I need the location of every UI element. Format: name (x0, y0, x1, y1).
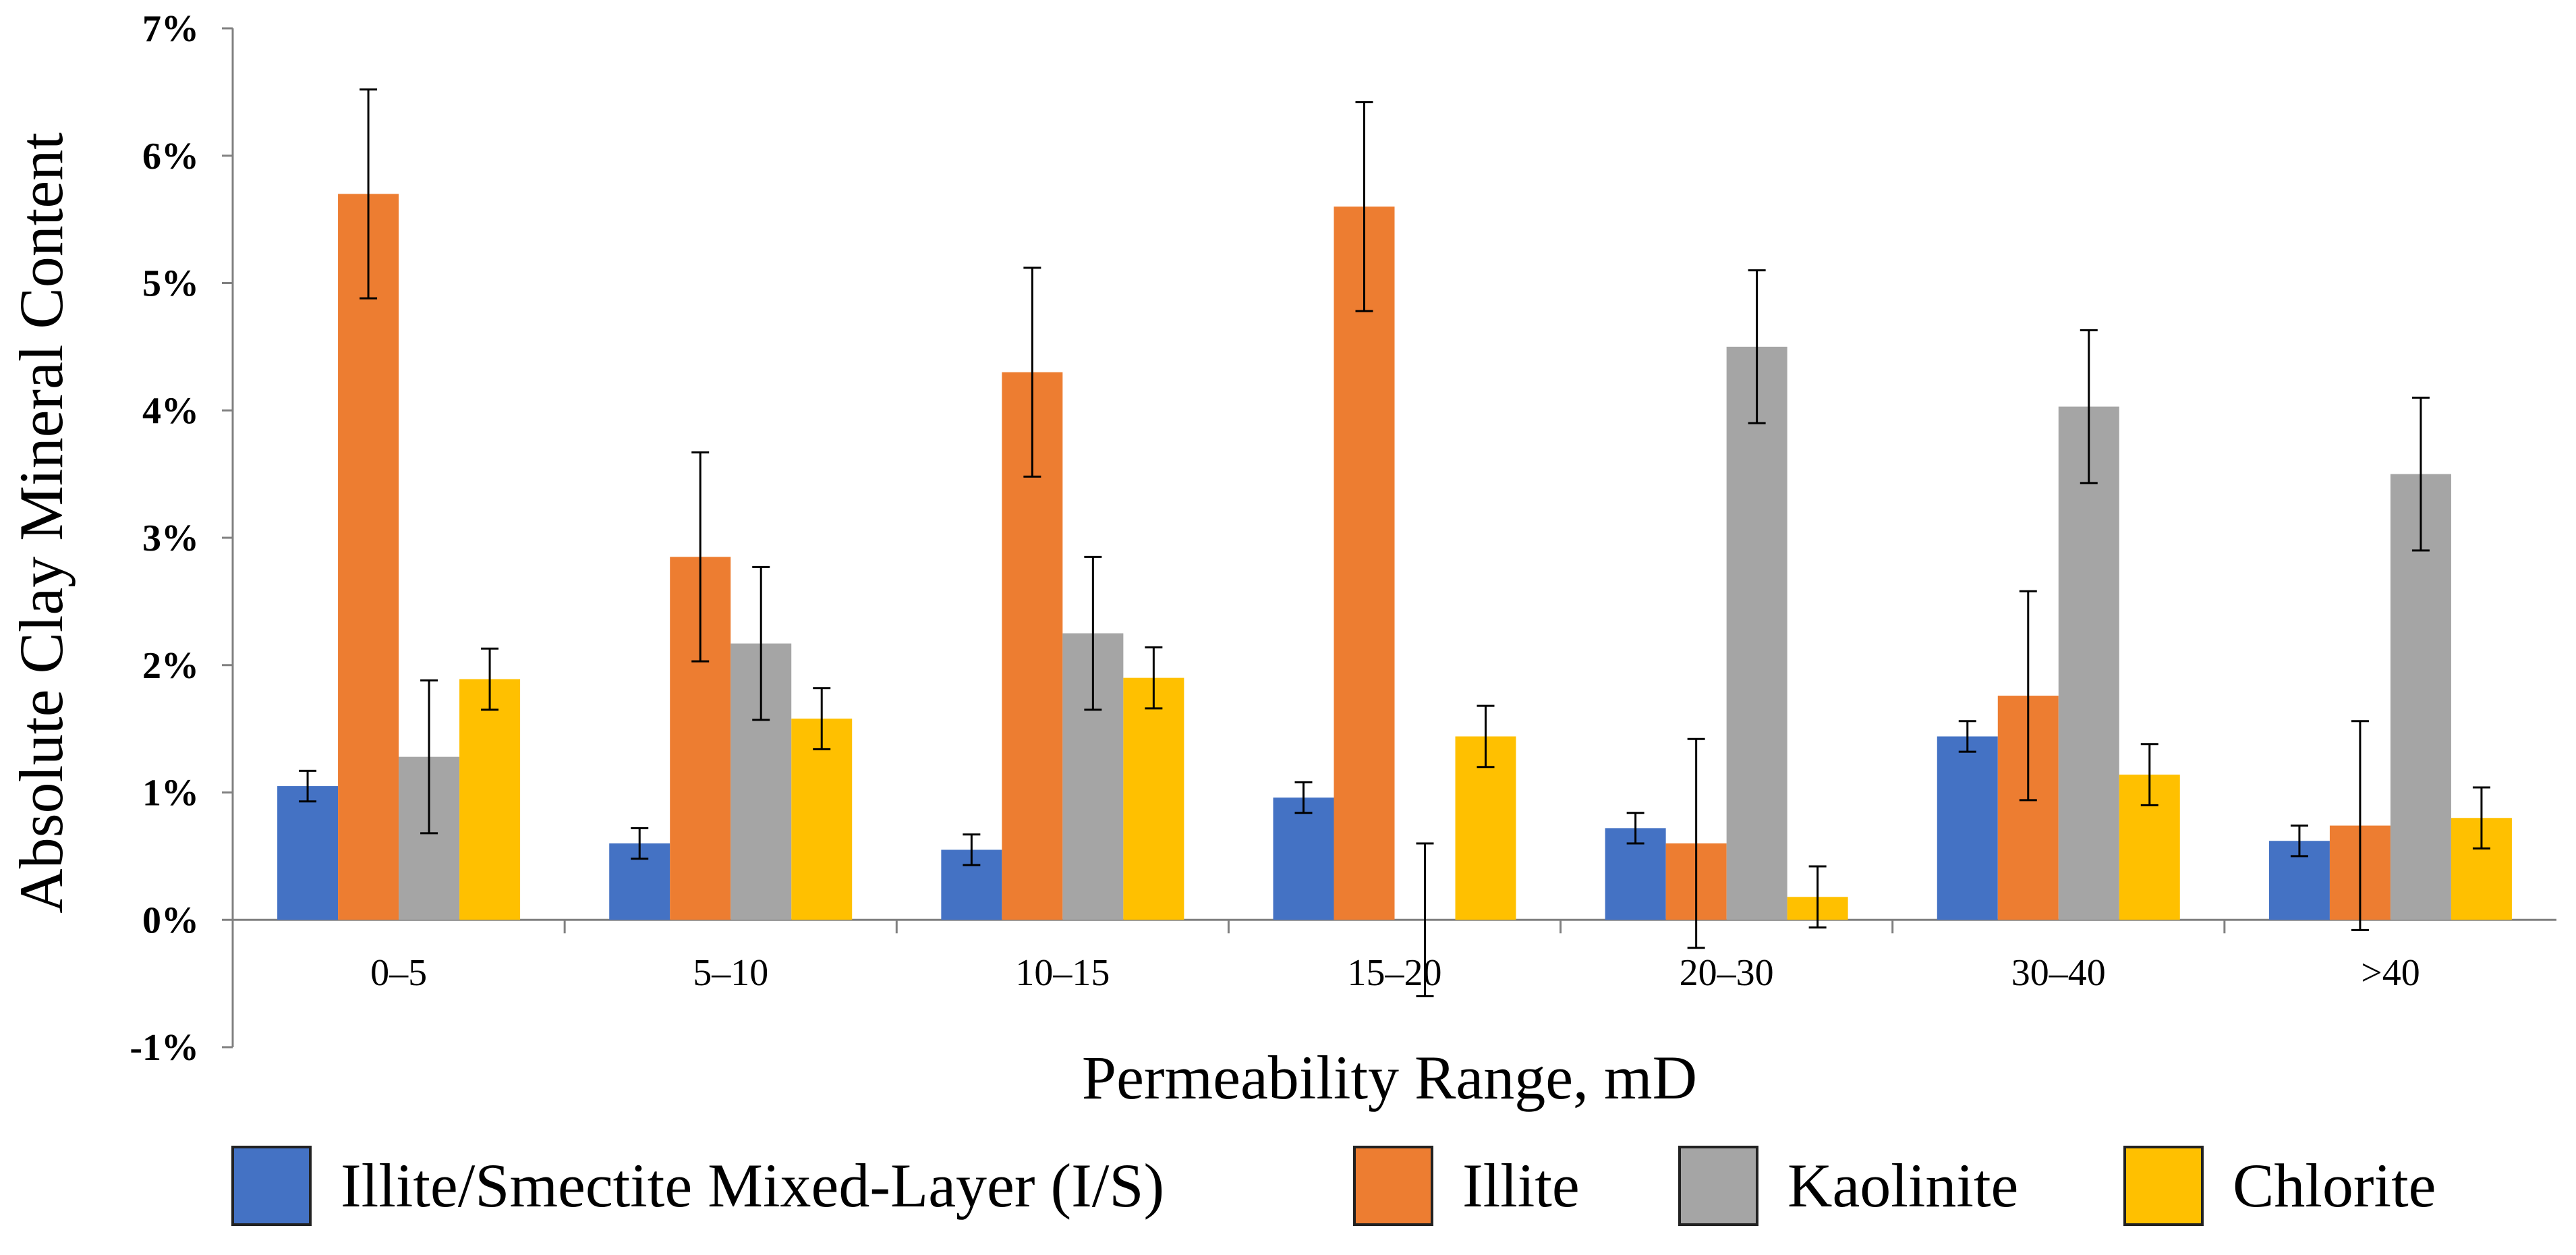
legend-label: Illite (1462, 1151, 1580, 1220)
bar (1334, 206, 1395, 920)
x-tick-label: 15–20 (1348, 952, 1442, 994)
bar (459, 679, 521, 920)
bar (1123, 677, 1184, 920)
legend-label: Illite/Smectite Mixed-Layer (I/S) (341, 1151, 1164, 1220)
legend-label: Chlorite (2233, 1151, 2436, 1220)
legend-label: Kaolinite (1787, 1151, 2018, 1220)
y-tick-label: 1% (142, 773, 199, 814)
y-tick-label: 5% (142, 263, 199, 305)
bar (277, 786, 339, 920)
x-tick-label: >40 (2361, 952, 2420, 994)
x-tick-label: 5–10 (693, 952, 768, 994)
y-tick-label: 3% (142, 518, 199, 559)
legend-swatch (1353, 1146, 1433, 1226)
legend-swatch (2123, 1146, 2204, 1226)
legend-swatch (1678, 1146, 1758, 1226)
bar (1726, 346, 1787, 920)
legend-swatch (231, 1146, 312, 1226)
y-tick-label: -1% (130, 1027, 199, 1069)
bar (1273, 798, 1334, 920)
y-tick-label: 4% (142, 390, 199, 432)
bar (791, 719, 853, 920)
bar (2058, 406, 2119, 920)
error-bars-group (299, 88, 2490, 997)
x-axis-title: Permeability Range, mD (1082, 1043, 1697, 1112)
y-tick-label: 2% (142, 645, 199, 687)
y-tick-label: 6% (142, 136, 199, 177)
x-tick-label: 10–15 (1015, 952, 1110, 994)
labels-group: -1% 0% 1% 2% 3% 4% 5% 6% 7% 0–5 5–10 10–15 15–20 20–3… (130, 8, 2420, 1069)
y-axis-title: Absolute Clay Mineral Content (7, 132, 76, 914)
legend: Illite/Smectite Mixed-Layer (I/S) Illite K… (231, 1146, 2436, 1226)
x-tick-label: 30–40 (2011, 952, 2106, 994)
y-tick-label: 0% (142, 899, 199, 941)
bar (338, 194, 399, 920)
bars-group (277, 194, 2512, 920)
y-tick-label: 7% (142, 8, 199, 50)
x-tick-label: 20–30 (1680, 952, 1774, 994)
bar (1937, 736, 1998, 920)
x-tick-label: 0–5 (370, 952, 427, 994)
